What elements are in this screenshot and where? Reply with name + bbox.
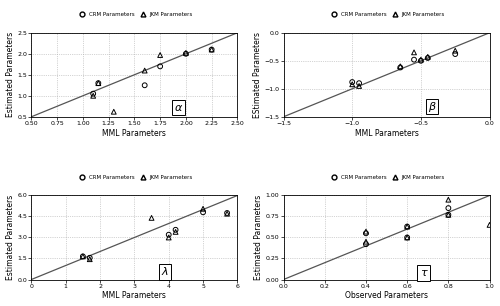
Point [199, 210, 207, 215]
Point [172, 230, 179, 234]
Point [110, 109, 118, 114]
Point [444, 197, 452, 202]
X-axis label: MML Parameters: MML Parameters [102, 129, 166, 138]
Point [410, 50, 418, 55]
Point [182, 50, 190, 55]
Point [410, 57, 418, 62]
Y-axis label: Estimated Parameters: Estimated Parameters [6, 32, 15, 118]
Point [424, 55, 432, 60]
Point [156, 64, 164, 69]
Point [172, 227, 179, 232]
Point [417, 58, 425, 63]
Point [348, 80, 356, 84]
Point [148, 215, 156, 220]
Point [164, 235, 172, 240]
Point [424, 54, 432, 59]
Legend: CRM Parameters, JKM Parameters: CRM Parameters, JKM Parameters [328, 175, 444, 180]
Text: α: α [175, 103, 182, 113]
X-axis label: Observed Parameters: Observed Parameters [345, 291, 428, 300]
Point [403, 235, 411, 240]
Point [362, 239, 370, 244]
Legend: CRM Parameters, JKM Parameters: CRM Parameters, JKM Parameters [328, 12, 444, 17]
Y-axis label: EStimated Parameters: EStimated Parameters [252, 32, 262, 118]
Point [451, 48, 459, 53]
Point [417, 57, 425, 62]
Point [208, 47, 216, 52]
Text: β: β [428, 102, 436, 112]
Point [403, 224, 411, 229]
Point [451, 52, 459, 57]
X-axis label: MML Parameters: MML Parameters [354, 129, 418, 138]
Point [94, 81, 102, 86]
Point [164, 232, 172, 237]
Point [79, 254, 87, 259]
Point [403, 224, 411, 229]
Point [223, 211, 231, 216]
Point [486, 222, 494, 227]
Text: τ: τ [420, 268, 427, 278]
Point [403, 235, 411, 240]
Point [362, 229, 370, 234]
Point [223, 211, 231, 215]
Legend: CRM Parameters, JKM Parameters: CRM Parameters, JKM Parameters [76, 12, 192, 17]
Y-axis label: Estimated Parameters: Estimated Parameters [254, 195, 263, 280]
Point [140, 83, 148, 88]
X-axis label: MML Parameters: MML Parameters [102, 291, 166, 300]
Point [182, 51, 190, 56]
Legend: CRM Parameters, JKM Parameters: CRM Parameters, JKM Parameters [76, 175, 192, 180]
Point [444, 206, 452, 211]
Point [89, 91, 97, 96]
Point [396, 64, 404, 69]
Point [156, 53, 164, 58]
Point [444, 212, 452, 217]
Text: λ: λ [162, 267, 168, 277]
Point [86, 255, 94, 260]
Point [89, 93, 97, 98]
Point [140, 68, 148, 73]
Point [355, 84, 363, 88]
Point [396, 65, 404, 70]
Point [348, 82, 356, 87]
Point [355, 81, 363, 86]
Point [208, 47, 216, 52]
Point [444, 212, 452, 217]
Point [362, 231, 370, 236]
Point [86, 257, 94, 262]
Y-axis label: Estimated Parameters: Estimated Parameters [6, 195, 15, 280]
Point [79, 254, 87, 259]
Point [362, 242, 370, 247]
Point [94, 81, 102, 86]
Point [199, 206, 207, 211]
